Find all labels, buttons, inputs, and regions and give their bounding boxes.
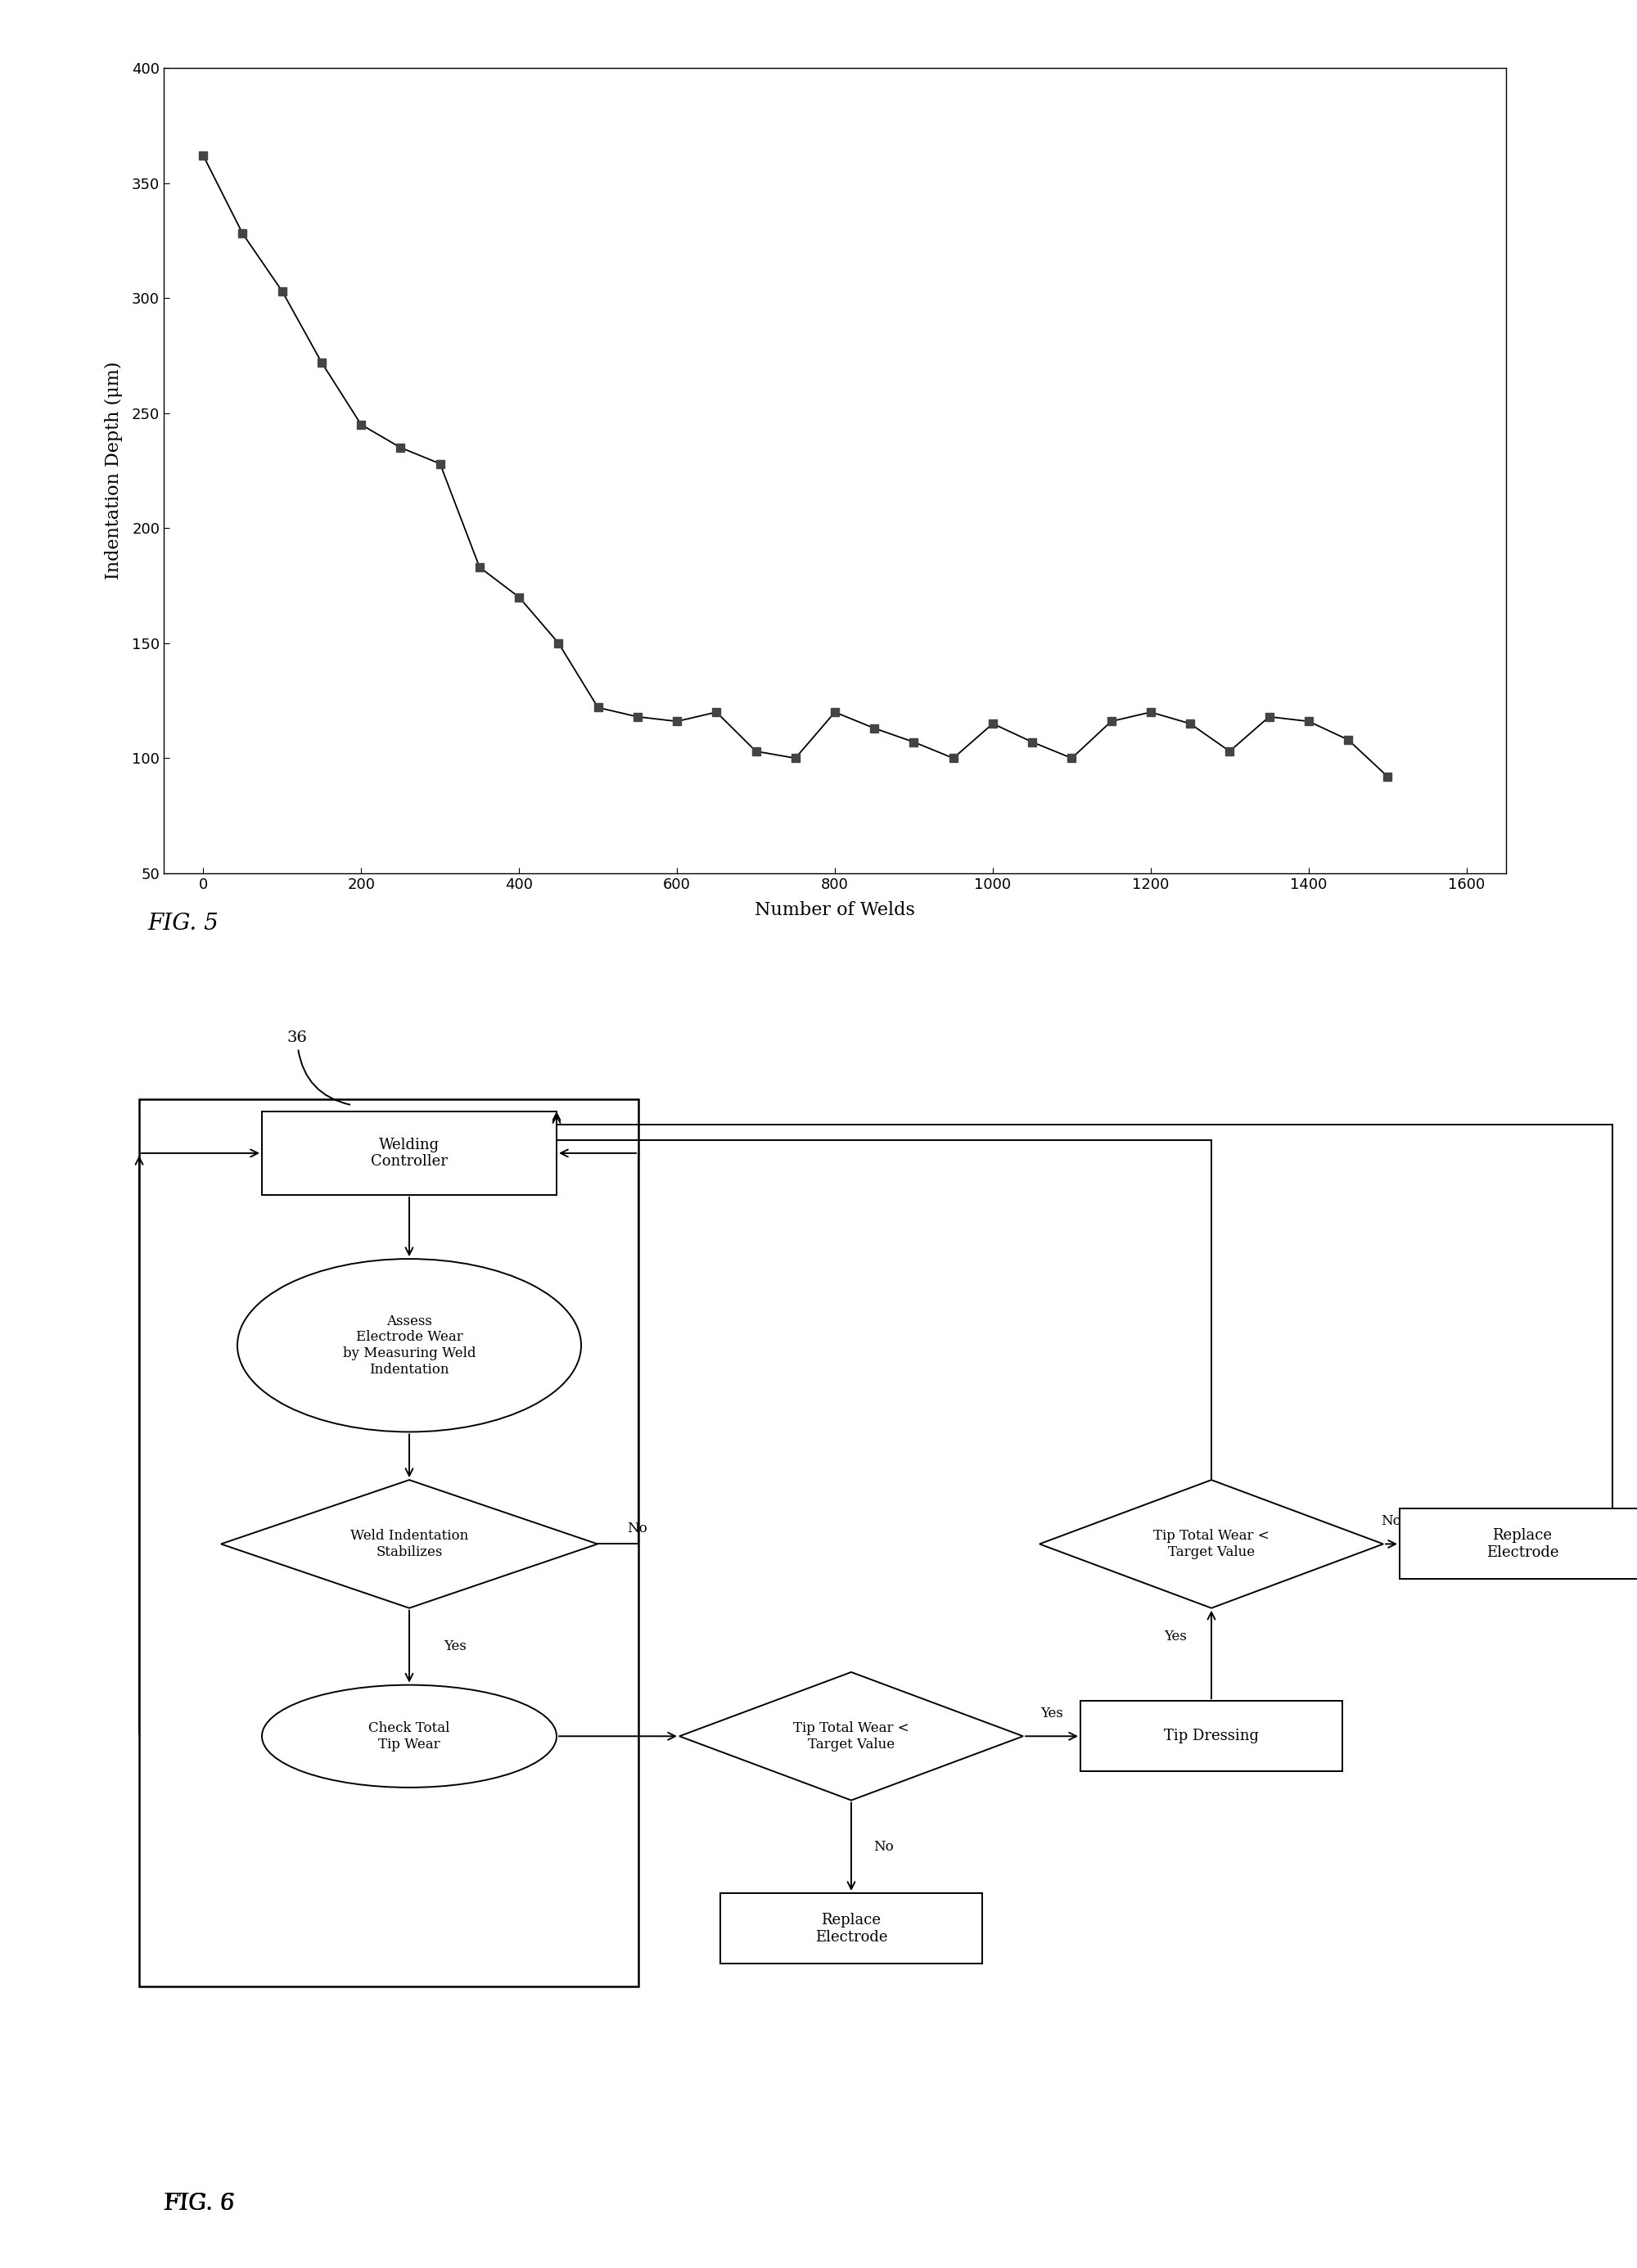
Text: Tip Dressing: Tip Dressing (1164, 1728, 1259, 1744)
Y-axis label: Indentation Depth (μm): Indentation Depth (μm) (105, 361, 123, 581)
Text: Check Total
Tip Wear: Check Total Tip Wear (368, 1721, 450, 1751)
Text: Replace
Electrode: Replace Electrode (1486, 1529, 1558, 1560)
Text: Yes: Yes (444, 1640, 467, 1653)
FancyBboxPatch shape (1400, 1508, 1637, 1579)
Text: No: No (1382, 1515, 1401, 1529)
Text: No: No (874, 1839, 894, 1853)
Text: Assess
Electrode Wear
by Measuring Weld
Indentation: Assess Electrode Wear by Measuring Weld … (342, 1315, 476, 1377)
FancyBboxPatch shape (262, 1111, 557, 1195)
Ellipse shape (262, 1685, 557, 1787)
FancyBboxPatch shape (1080, 1701, 1342, 1771)
FancyBboxPatch shape (720, 1894, 982, 1964)
Text: Yes: Yes (1041, 1706, 1062, 1719)
Text: FIG. 5: FIG. 5 (147, 912, 218, 934)
Text: No: No (627, 1522, 647, 1535)
Polygon shape (679, 1672, 1023, 1801)
Text: FIG. 6: FIG. 6 (164, 2193, 234, 2216)
Text: Replace
Electrode: Replace Electrode (815, 1912, 887, 1944)
Text: Yes: Yes (1164, 1628, 1187, 1644)
Text: Tip Total Wear <
Target Value: Tip Total Wear < Target Value (1154, 1529, 1269, 1558)
Text: 36: 36 (286, 1030, 306, 1046)
Polygon shape (1039, 1481, 1383, 1608)
Text: Weld Indentation
Stabilizes: Weld Indentation Stabilizes (350, 1529, 468, 1558)
Ellipse shape (237, 1259, 581, 1431)
Text: Tip Total Wear <
Target Value: Tip Total Wear < Target Value (794, 1721, 909, 1751)
Polygon shape (221, 1481, 598, 1608)
Text: FIG. 6: FIG. 6 (164, 2193, 234, 2216)
X-axis label: Number of Welds: Number of Welds (755, 900, 915, 919)
Text: Welding
Controller: Welding Controller (372, 1136, 447, 1168)
